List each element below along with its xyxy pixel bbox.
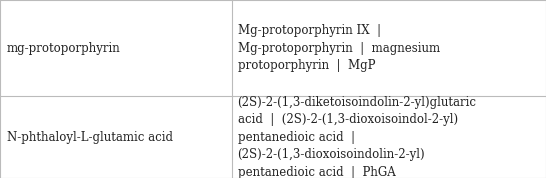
Text: Mg-protoporphyrin IX  |
Mg-protoporphyrin  |  magnesium
protoporphyrin  |  MgP: Mg-protoporphyrin IX | Mg-protoporphyrin…	[238, 24, 440, 72]
Text: N-phthaloyl-L-glutamic acid: N-phthaloyl-L-glutamic acid	[7, 130, 173, 144]
Text: (2S)-2-(1,3-diketoisoindolin-2-yl)glutaric
acid  |  (2S)-2-(1,3-dioxoisoindol-2-: (2S)-2-(1,3-diketoisoindolin-2-yl)glutar…	[238, 96, 477, 178]
Text: mg-protoporphyrin: mg-protoporphyrin	[7, 41, 120, 55]
